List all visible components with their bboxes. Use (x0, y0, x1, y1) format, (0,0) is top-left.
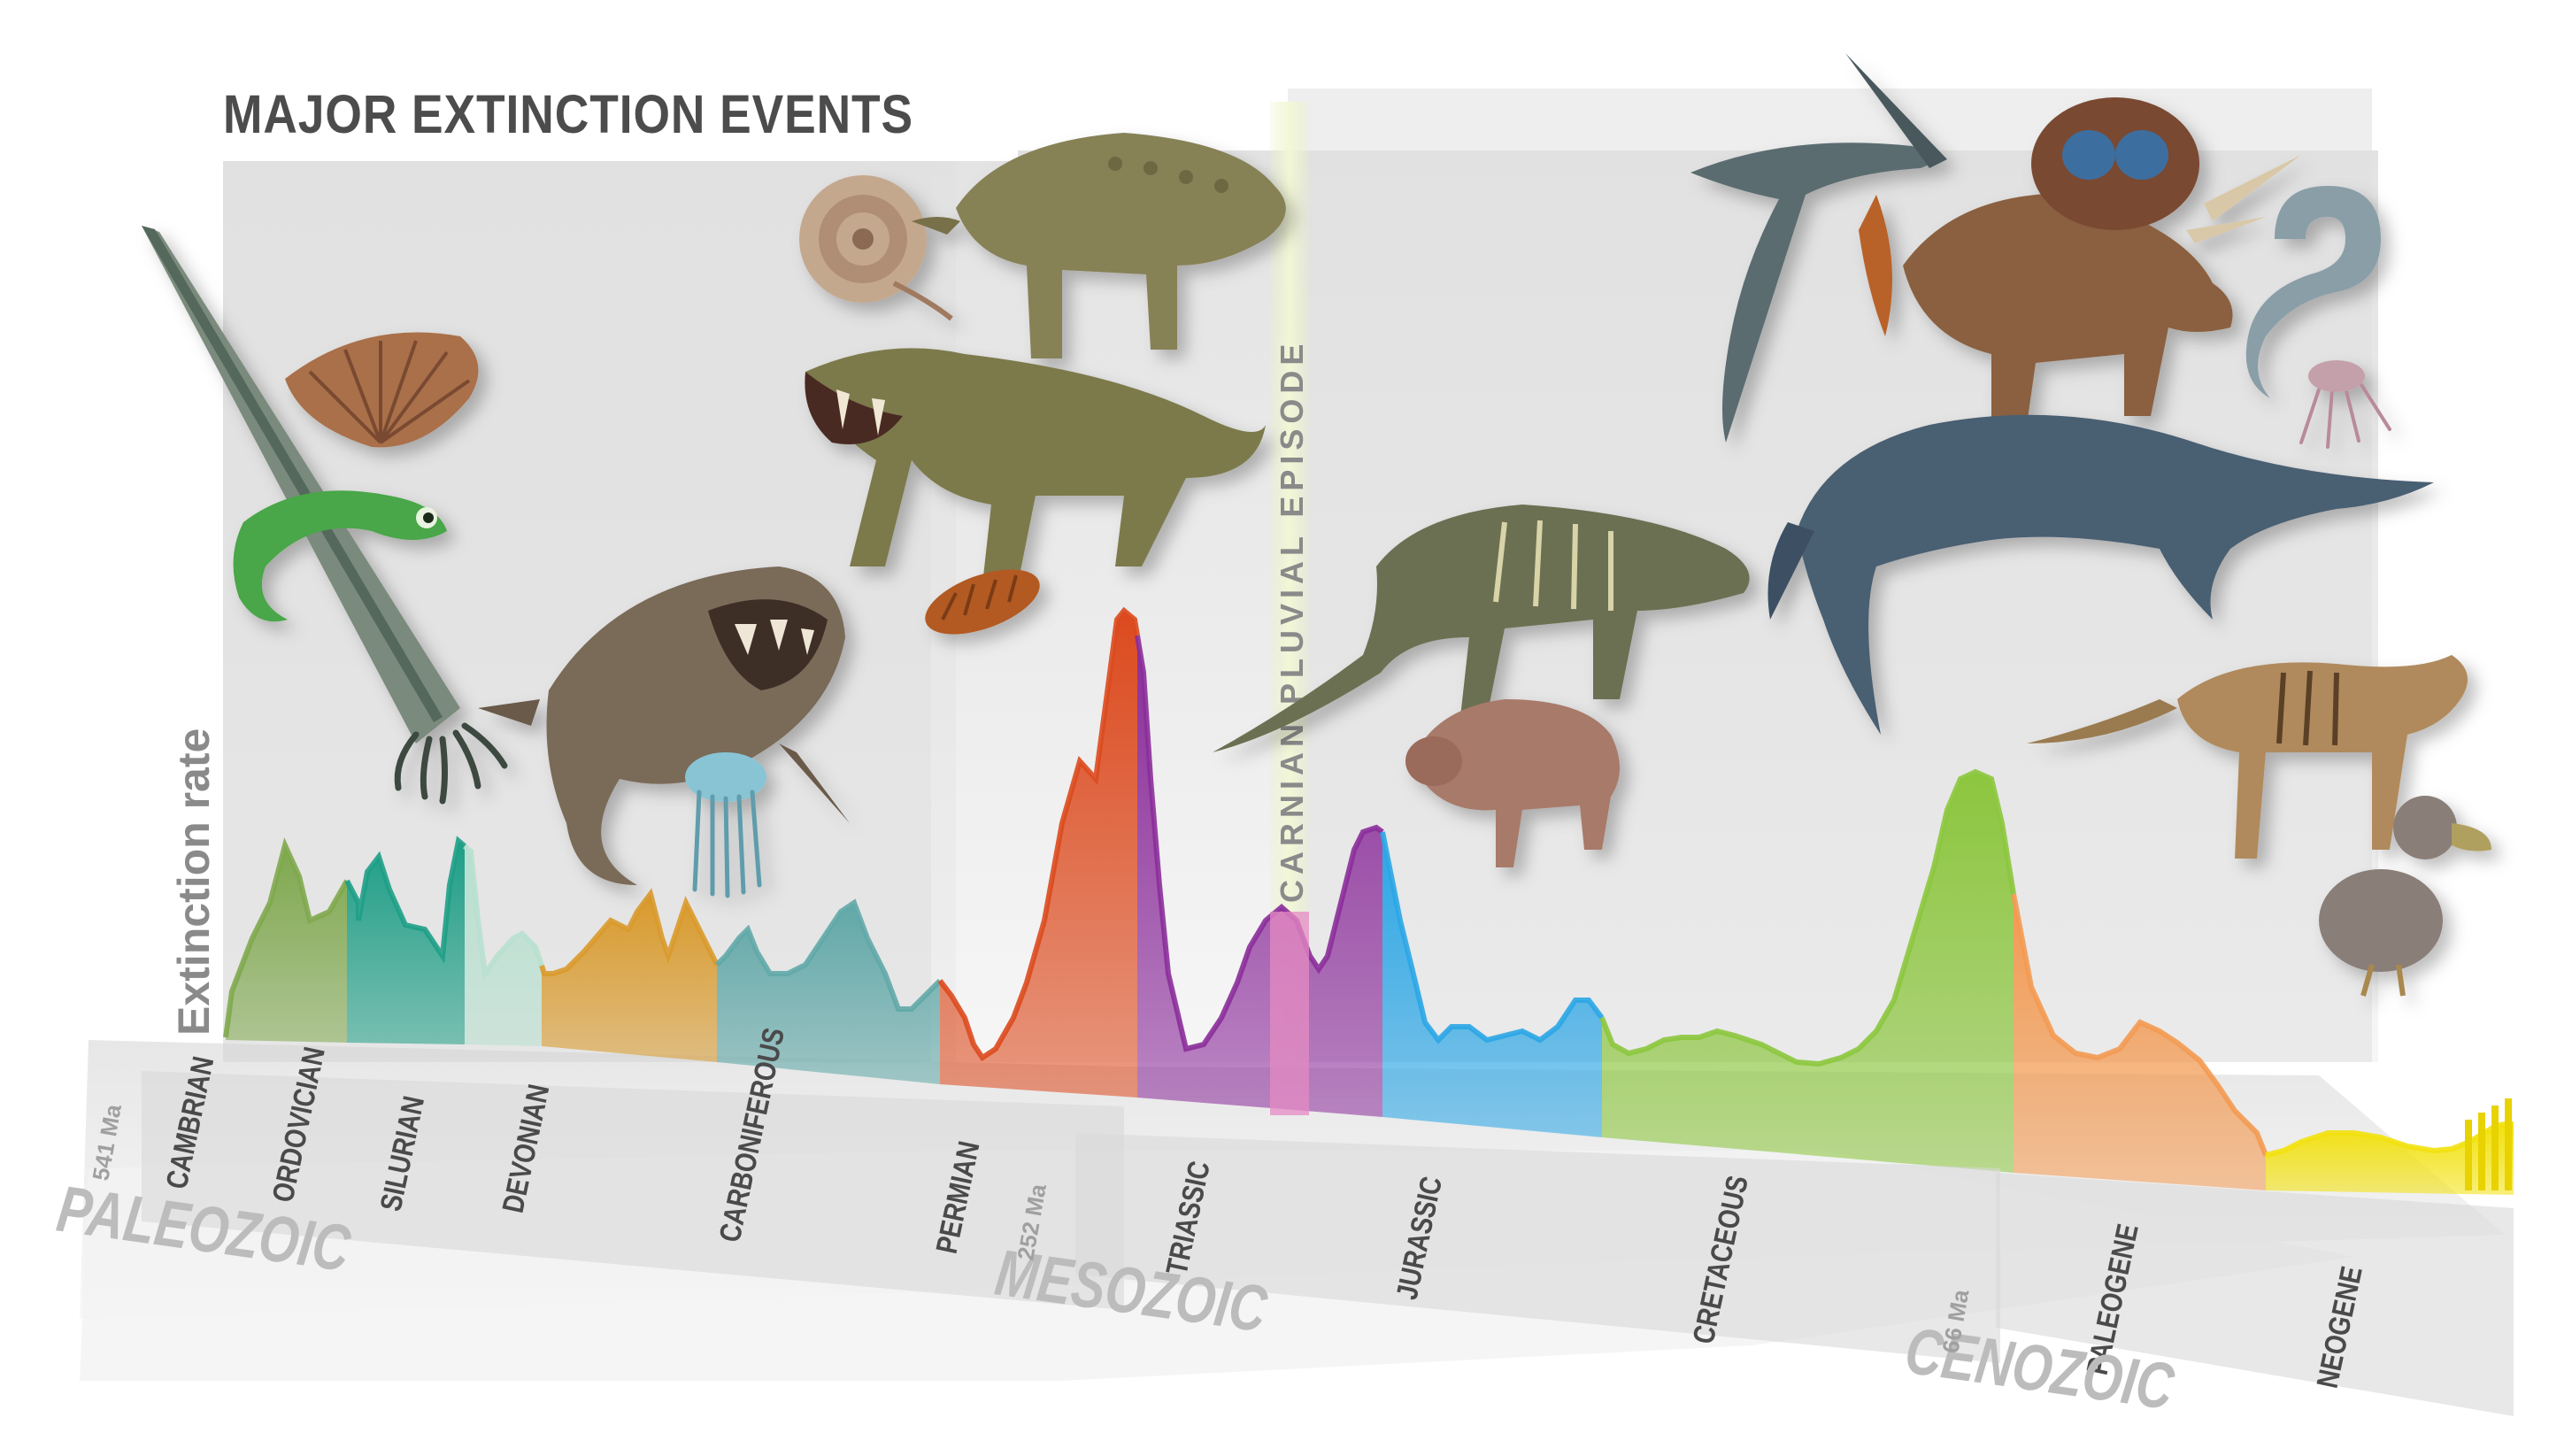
period-band-carboniferous (717, 903, 940, 1084)
dicynodont-icon (1405, 699, 1620, 867)
pterosaur-icon (1690, 53, 1947, 443)
period-band-cretaceous (1602, 772, 2014, 1173)
era-panel (142, 1071, 1124, 1310)
period-edge-carboniferous (714, 898, 943, 1012)
cone-shell-icon (142, 226, 508, 805)
period-edge-permian (937, 606, 1140, 1062)
period-edge-paleogene (2011, 893, 2268, 1157)
neogene-tail-bar (2505, 1098, 2512, 1190)
period-band-ordovician (347, 841, 465, 1044)
period-band-triassic (1137, 636, 1382, 1117)
period-band-neogene (2266, 1124, 2514, 1195)
trilobite-icon (925, 569, 1040, 635)
neogene-tail-bar (2478, 1113, 2485, 1190)
period-labels: CAMBRIAN ORDOVICIAN SILURIAN DEVONIAN CARBON… (142, 1025, 2514, 1416)
eel-icon (233, 490, 447, 622)
episode-label: CARNIAN PLUVIAL EPISODE (1274, 339, 1310, 903)
ammonite-icon (2245, 186, 2391, 449)
era-panel (1075, 1133, 2000, 1363)
period-band-cambrian (226, 845, 347, 1043)
period-band-devonian (542, 894, 717, 1062)
era-panel (1996, 1173, 2514, 1416)
period-edge-devonian (539, 888, 720, 976)
period-band-jurassic (1382, 832, 1602, 1137)
crocodilian-icon (1213, 505, 1750, 752)
period-band-permian (940, 611, 1137, 1098)
ceratopsian-icon (1903, 97, 2301, 425)
axis-label: Extinction rate (169, 728, 219, 1036)
reptile-icon (912, 133, 1286, 358)
beast-icon (805, 348, 1266, 584)
period-edge-cambrian (223, 837, 350, 1038)
thylacine-icon (2027, 655, 2468, 859)
neogene-tail-bar (2465, 1120, 2472, 1190)
armored-fish-icon (478, 566, 850, 885)
episode-highlight (1270, 912, 1309, 1115)
illustrations (142, 53, 2491, 997)
extinction-curve (223, 606, 2514, 1195)
neogene-tail-bar (2491, 1105, 2499, 1190)
period-edge-silurian (463, 844, 544, 982)
period-band-paleogene (2014, 894, 2266, 1190)
period-edge-cretaceous (1599, 768, 2016, 1067)
period-edge-ordovician (344, 836, 466, 964)
ammonite-icon (799, 175, 953, 321)
period-edge-triassic (1135, 635, 1384, 1052)
chart-title: MAJOR EXTINCTION EVENTS (223, 85, 913, 145)
marine-reptile-icon (1767, 414, 2434, 735)
period-band-silurian (465, 846, 542, 1046)
jellyfish-icon (685, 752, 766, 898)
fan-shell-icon (285, 332, 479, 448)
period-edge-jurassic (1380, 831, 1605, 1044)
title-banner: MAJOR EXTINCTION EVENTS (204, 64, 1018, 161)
dodo-icon (2319, 796, 2491, 997)
